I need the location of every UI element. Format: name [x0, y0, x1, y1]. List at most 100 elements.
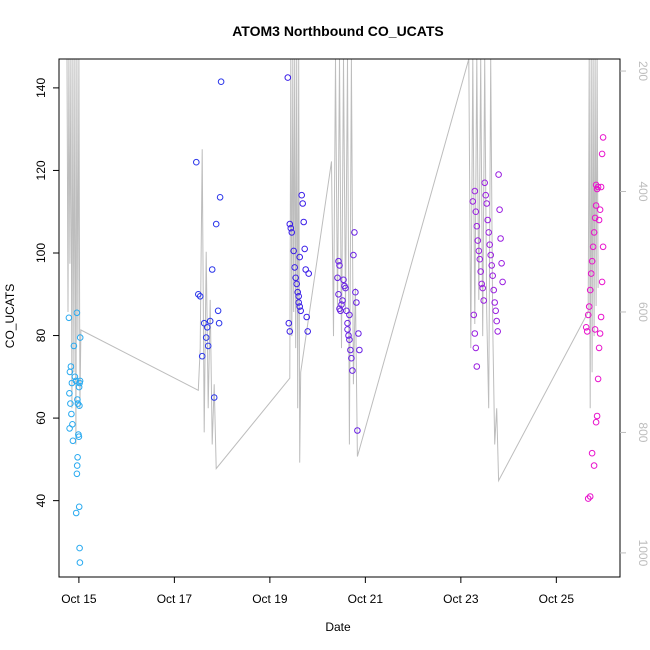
- data-point: [66, 390, 73, 397]
- data-point: [296, 303, 304, 310]
- data-point: [67, 400, 74, 407]
- data-point: [497, 235, 504, 242]
- data-point: [288, 229, 296, 236]
- data-point: [589, 243, 597, 251]
- data-point: [73, 462, 81, 469]
- data-point: [76, 559, 84, 566]
- data-point: [72, 509, 80, 517]
- data-point: [584, 311, 592, 319]
- chart-title: ATOM3 Northbound CO_UCATS: [232, 23, 444, 39]
- data-point: [597, 313, 605, 321]
- data-point: [208, 266, 216, 273]
- plot-box: [58, 58, 621, 578]
- data-point: [299, 200, 307, 207]
- data-point: [68, 410, 75, 418]
- data-point: [584, 495, 592, 502]
- data-point: [595, 344, 603, 352]
- data-point: [74, 396, 81, 403]
- data-point: [304, 328, 312, 335]
- right-axis-tick-label: 1000: [636, 540, 650, 567]
- plot-area: [65, 59, 607, 566]
- data-point: [284, 74, 292, 81]
- data-point: [590, 462, 598, 469]
- data-point: [594, 183, 602, 191]
- plot-frame: [58, 58, 621, 578]
- data-point: [215, 319, 223, 327]
- data-point: [301, 245, 309, 253]
- data-point: [305, 270, 313, 277]
- data-point: [292, 274, 300, 282]
- data-point: [479, 284, 487, 292]
- y-tick-label: 120: [34, 160, 48, 180]
- data-point: [591, 326, 599, 333]
- data-point: [473, 363, 481, 370]
- y-axis-label: CO_UCATS: [3, 284, 17, 348]
- data-point: [485, 229, 493, 236]
- data-point: [585, 303, 593, 310]
- data-point: [303, 313, 311, 321]
- data-point: [291, 264, 299, 271]
- x-tick-label: Oct 15: [61, 592, 97, 606]
- data-point: [495, 171, 502, 178]
- right-axis-tick-label: 800: [636, 422, 650, 442]
- data-point: [295, 293, 303, 300]
- data-point: [586, 286, 594, 294]
- data-point: [338, 301, 345, 308]
- data-point: [335, 291, 342, 298]
- data-point: [348, 354, 355, 362]
- data-point: [353, 299, 360, 306]
- data-point: [286, 328, 294, 335]
- data-point: [481, 179, 489, 187]
- data-point: [336, 262, 343, 269]
- data-point: [475, 247, 483, 255]
- data-point: [355, 330, 362, 337]
- data-point: [598, 278, 606, 286]
- data-point: [472, 208, 480, 215]
- data-point: [74, 454, 81, 461]
- data-point: [478, 280, 486, 288]
- x-tick-label: Oct 23: [443, 592, 479, 606]
- data-point: [588, 257, 596, 265]
- data-point: [210, 394, 218, 401]
- data-point: [75, 383, 83, 391]
- data-point: [346, 336, 353, 344]
- secondary-trace-line: [66, 59, 599, 483]
- data-point: [477, 268, 485, 275]
- data-point: [596, 330, 604, 337]
- data-point: [67, 363, 75, 370]
- data-point: [198, 352, 206, 360]
- data-point: [488, 262, 496, 269]
- data-point: [72, 377, 80, 385]
- data-point: [476, 255, 484, 263]
- data-point: [298, 191, 306, 199]
- data-point: [474, 237, 482, 244]
- data-point: [586, 493, 594, 500]
- data-point: [599, 243, 607, 251]
- x-tick-label: Oct 25: [539, 592, 575, 606]
- data-point: [595, 216, 603, 224]
- data-point: [203, 324, 211, 331]
- data-point: [206, 317, 214, 325]
- data-point: [593, 412, 601, 420]
- data-point: [471, 187, 479, 195]
- data-point: [592, 202, 600, 209]
- data-point: [592, 181, 600, 189]
- data-point: [202, 334, 210, 341]
- data-point: [469, 198, 477, 205]
- data-point: [491, 299, 499, 306]
- x-tick-label: Oct 19: [252, 592, 288, 606]
- data-point: [583, 328, 591, 335]
- data-point: [293, 280, 301, 288]
- data-point: [599, 134, 607, 141]
- data-point: [290, 247, 298, 255]
- data-point: [193, 158, 200, 166]
- data-point: [344, 326, 351, 333]
- y-tick-label: 100: [34, 243, 48, 263]
- data-point: [196, 293, 204, 300]
- data-point: [216, 194, 224, 201]
- data-point: [587, 270, 595, 277]
- data-point: [471, 330, 479, 337]
- data-point: [490, 286, 498, 294]
- data-point: [300, 218, 308, 226]
- data-point: [349, 367, 356, 374]
